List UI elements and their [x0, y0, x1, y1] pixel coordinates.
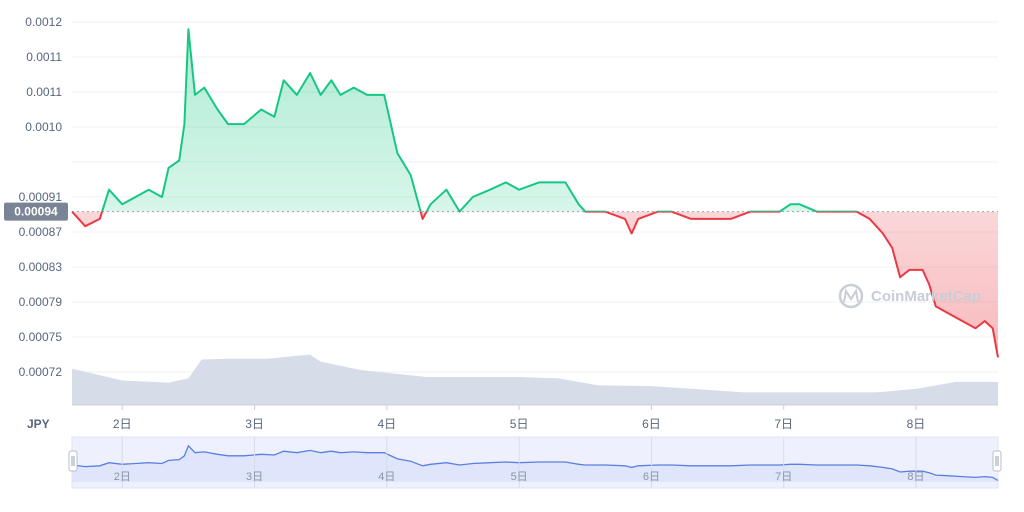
x-tick-label: 2日	[113, 417, 132, 431]
baseline-badge: 0.00094	[4, 202, 68, 221]
navigator-series	[71, 444, 999, 482]
x-tick-label: 5日	[510, 417, 529, 431]
above-baseline-fill	[72, 29, 998, 212]
x-tick-label: 4日	[377, 417, 396, 431]
volume-area-path	[72, 354, 998, 405]
coinmarketcap-logo-icon	[838, 283, 864, 309]
y-tick-label: 0.0011	[26, 85, 62, 99]
y-tick-label: 0.00079	[19, 295, 63, 309]
x-tick-label: 7日	[774, 417, 793, 431]
navigator-tick-label: 3日	[246, 471, 263, 483]
navigator-line	[71, 444, 999, 482]
y-tick-label: 0.0012	[25, 15, 62, 29]
navigator[interactable]: 2日 3日 4日 5日 6日 7日 8日	[68, 436, 1002, 489]
x-axis: 2日 3日 4日 5日 6日 7日 8日	[113, 405, 925, 431]
navigator-right-handle[interactable]	[992, 450, 1002, 472]
watermark: CoinMarketCap	[838, 283, 981, 309]
price-line-below	[71, 211, 999, 358]
navigator-tick-label: 5日	[511, 471, 528, 483]
y-tick-label: 0.00083	[19, 260, 63, 274]
volume-area	[72, 354, 998, 405]
navigator-tick-label: 6日	[643, 471, 660, 483]
x-tick-label: 6日	[642, 417, 661, 431]
y-tick-label: 0.00091	[19, 190, 63, 204]
y-tick-label: 0.00075	[19, 330, 63, 344]
y-tick-label: 0.00072	[19, 365, 63, 379]
navigator-tick-label: 7日	[775, 471, 792, 483]
price-line	[71, 28, 999, 358]
price-area-fill	[72, 29, 998, 358]
watermark-text: CoinMarketCap	[871, 288, 981, 305]
navigator-tick-label: 8日	[907, 471, 924, 483]
y-axis: 0.0012 0.0011 0.0011 0.0010 0.00091 0.00087 0.…	[19, 15, 63, 379]
x-tick-label: 8日	[907, 417, 926, 431]
navigator-left-handle[interactable]	[68, 450, 78, 472]
currency-label: JPY	[27, 417, 50, 431]
navigator-area	[72, 445, 998, 482]
navigator-labels: 2日 3日 4日 5日 6日 7日 8日	[114, 437, 925, 488]
y-tick-label: 0.0010	[25, 120, 62, 134]
y-tick-label: 0.00087	[19, 225, 63, 239]
navigator-tick-label: 4日	[378, 471, 395, 483]
baseline-label: 0.00094	[14, 205, 58, 219]
y-tick-label: 0.0011	[26, 50, 62, 64]
below-baseline-fill	[72, 211, 998, 358]
x-tick-label: 3日	[245, 417, 264, 431]
price-line-above	[72, 28, 859, 212]
navigator-tick-label: 2日	[114, 471, 131, 483]
